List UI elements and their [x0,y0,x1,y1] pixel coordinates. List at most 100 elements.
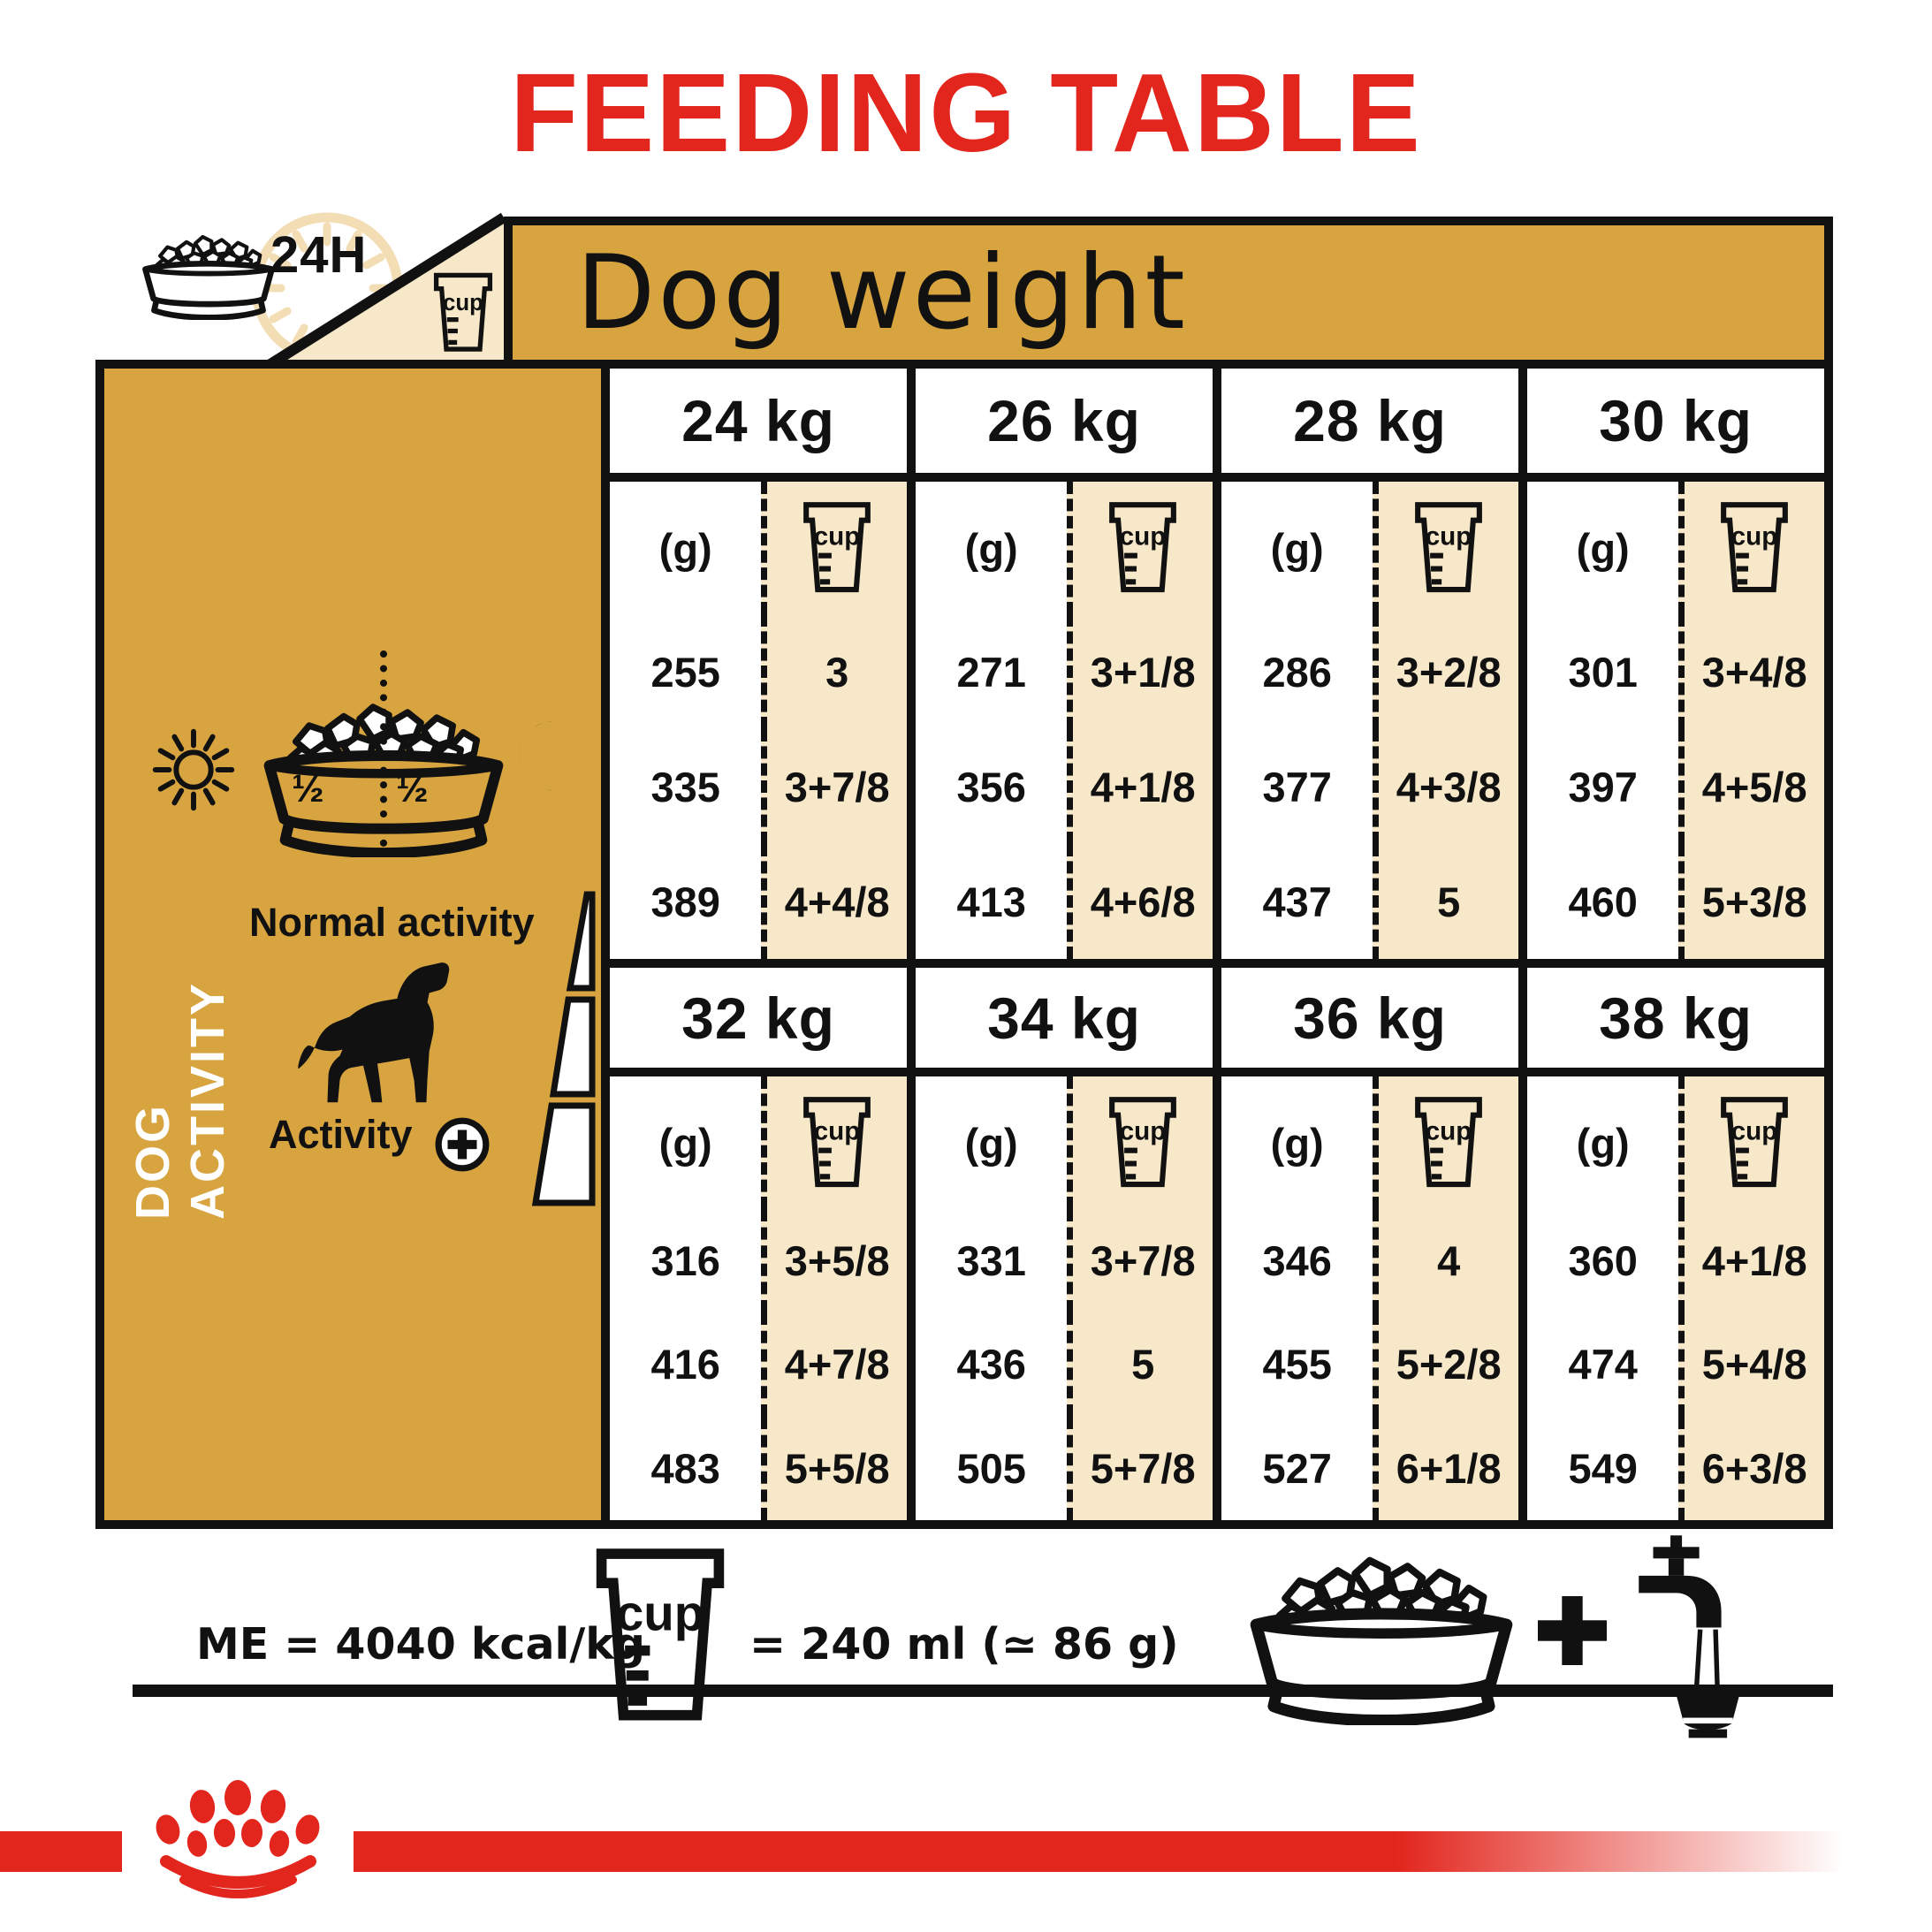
food-bowl-icon-large [1236,1543,1527,1725]
per-24h-label: 24H [270,226,368,284]
grams-value: 505 [956,1444,1026,1492]
grams-unit-label: (g) [1576,1119,1630,1167]
grams-value: 377 [1262,763,1332,810]
cup-measure-icon [1715,500,1793,596]
cup-measure-icon [1410,500,1487,596]
grams-value: 397 [1568,763,1638,810]
cup-column-header [1373,482,1518,614]
cup-column-header [1678,1076,1824,1209]
normal-activity-label: Normal activity [249,900,535,945]
cup-value: 5+5/8 [761,1416,907,1520]
cup-value: 3 [761,614,907,729]
cup-measure-icon-large [587,1545,734,1727]
cup-measure-icon [1715,1095,1793,1190]
weight-header: 36 kg [1221,968,1518,1076]
cup-measure-icon [798,1095,876,1190]
grams-value: 271 [956,648,1026,696]
grams-unit-label: (g) [658,1119,712,1167]
page-title: FEEDING TABLE [510,50,1422,175]
cup-value: 4+4/8 [761,844,907,959]
grams-unit-label: (g) [1270,1119,1324,1167]
weight-header: 24 kg [610,369,907,482]
cup-column-header [1067,482,1213,614]
cup-value: 6+1/8 [1373,1416,1518,1520]
food-bowl-icon [134,228,283,320]
brand-band-left [0,1831,122,1872]
cup-value: 5+2/8 [1373,1312,1518,1417]
grams-value: 437 [1262,878,1332,925]
activity-plus-label: Activity [269,1112,413,1157]
weight-column-2: 26 kg (g) 271 3+1/8 356 4+1/8 413 4+6/8 … [916,360,1221,1529]
weight-header: 28 kg [1221,369,1518,482]
plus-icon [1538,1596,1607,1665]
cup-value: 3+4/8 [1678,614,1824,729]
activity-level-steps-icon [531,891,596,1206]
grams-value: 474 [1568,1341,1638,1388]
grams-value: 335 [650,763,720,810]
cup-value: 3+7/8 [761,729,907,844]
cup-measure-icon [430,269,497,357]
cup-value: 4+6/8 [1067,844,1213,959]
grams-unit-label: (g) [964,1119,1018,1167]
cup-value: 3+7/8 [1067,1209,1213,1313]
data-box: (g) 301 3+4/8 397 4+5/8 460 5+3/8 [1527,482,1824,968]
cup-value: 3+1/8 [1067,614,1213,729]
cup-column-header [761,1076,907,1209]
cup-value: 5+7/8 [1067,1416,1213,1520]
weight-header: 26 kg [916,369,1213,482]
half-portion-left: ½ [292,767,324,810]
cup-measure-icon [798,500,876,596]
diagonal-divider [267,212,504,369]
grams-unit-label: (g) [1270,524,1324,572]
weight-column-4: 30 kg (g) 301 3+4/8 397 4+5/8 460 5+3/8 … [1527,360,1833,1529]
grams-value: 413 [956,878,1026,925]
footer-divider-line [133,1685,1833,1697]
grams-value: 331 [956,1237,1026,1285]
cup-value: 3+5/8 [761,1209,907,1313]
cup-value: 6+3/8 [1678,1416,1824,1520]
grams-value: 356 [956,763,1026,810]
cup-column-header [1678,482,1824,614]
grams-value: 316 [650,1237,720,1285]
royal-canin-crown-logo [156,1780,320,1898]
sun-icon [152,728,235,811]
cup-value: 3+2/8 [1373,614,1518,729]
data-box: (g) 286 3+2/8 377 4+3/8 437 5 [1221,482,1518,968]
data-box: (g) 331 3+7/8 436 5 505 5+7/8 [916,1076,1213,1520]
weight-header: 32 kg [610,968,907,1076]
grams-value: 527 [1262,1444,1332,1492]
grams-value: 549 [1568,1444,1638,1492]
data-box: (g) 316 3+5/8 416 4+7/8 483 5+5/8 [610,1076,907,1520]
grams-value: 389 [650,878,720,925]
cup-value: 4 [1373,1209,1518,1313]
grams-value: 346 [1262,1237,1332,1285]
grams-value: 255 [650,648,720,696]
cup-equivalence-label: = 240 ml (≃ 86 g) [749,1619,1179,1670]
grams-value: 436 [956,1341,1026,1388]
cup-value: 5 [1373,844,1518,959]
cup-value: 4+3/8 [1373,729,1518,844]
cup-value: 4+1/8 [1678,1209,1824,1313]
cup-column-header [1067,1076,1213,1209]
weight-header: 38 kg [1527,968,1824,1076]
cup-column-header [1373,1076,1518,1209]
cup-measure-icon [1410,1095,1487,1190]
weight-column-3: 28 kg (g) 286 3+2/8 377 4+3/8 437 5 36 k… [1221,360,1527,1529]
grams-value: 301 [1568,648,1638,696]
cup-measure-icon [1104,500,1182,596]
weight-header: 34 kg [916,968,1213,1076]
cup-measure-icon [1104,1095,1182,1190]
data-box: (g) 360 4+1/8 474 5+4/8 549 6+3/8 [1527,1076,1824,1520]
cup-value: 5+4/8 [1678,1312,1824,1417]
data-box: (g) 271 3+1/8 356 4+1/8 413 4+6/8 [916,482,1213,968]
bowl-split-dashed-line [380,650,387,847]
cup-value: 5 [1067,1312,1213,1417]
cup-column-header [761,482,907,614]
dog-silhouette-icon [298,962,450,1103]
weight-column-1: 24 kg (g) 255 3 335 3+7/8 389 4+4/8 32 k… [610,360,916,1529]
metabolizable-energy-label: ME = 4040 kcal/kg [196,1619,645,1670]
brand-band-right [354,1831,1844,1872]
dog-activity-vertical-label: DOG ACTIVITY [126,980,234,1220]
dog-weight-header: Dog weight [504,217,1833,369]
